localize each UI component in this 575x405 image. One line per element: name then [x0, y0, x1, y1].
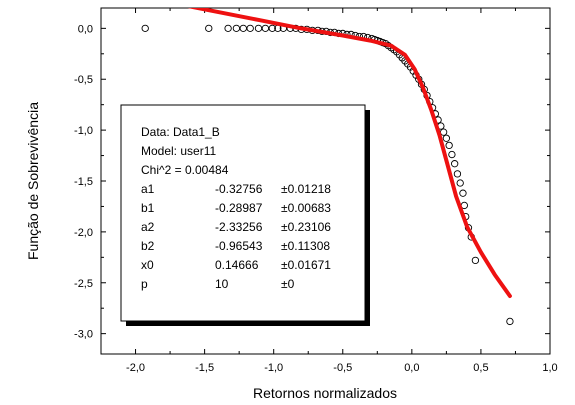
data-point [471, 256, 480, 265]
fit-param-error: ±0.23106 [281, 220, 331, 234]
data-point [268, 24, 276, 33]
fit-param-value: -0.96543 [215, 239, 263, 253]
data-point [442, 134, 451, 142]
data-point [445, 141, 453, 150]
fit-param-value: -0.32756 [215, 182, 263, 196]
x-tick-label: -1,0 [264, 362, 283, 374]
fit-param-error: ±0.11308 [281, 239, 330, 253]
data-point [141, 24, 149, 33]
x-tick-label: 1,0 [542, 362, 557, 374]
data-point [246, 24, 254, 33]
data-point [448, 150, 456, 159]
x-tick-label: 0,0 [404, 362, 419, 374]
fit-param-name: a2 [141, 220, 155, 234]
fit-param-name: x0 [141, 258, 154, 272]
x-tick-label: 0,5 [473, 362, 488, 374]
data-point [453, 170, 462, 178]
data-point [459, 189, 467, 197]
fit-param-name: Model: user11 [141, 144, 216, 158]
y-tick-label: -2,0 [74, 227, 93, 239]
data-point [232, 24, 241, 33]
fit-param-error: ±0 [281, 277, 295, 291]
fit-param-name: a1 [141, 182, 155, 196]
fit-param-error: ±0.01218 [281, 182, 331, 196]
fit-param-error: ±0.01671 [281, 258, 331, 272]
x-tick-label: -2,0 [126, 362, 145, 374]
y-tick-label: -0,5 [74, 74, 93, 86]
fit-param-error: ±0.00683 [281, 201, 331, 215]
y-tick-label: -1,0 [74, 125, 93, 137]
fit-parameters-box [120, 104, 366, 322]
data-point [205, 24, 213, 33]
fit-param-value: -2.33256 [215, 220, 263, 234]
data-point [239, 24, 247, 33]
y-tick-label: -3,0 [74, 329, 93, 341]
data-point [224, 24, 232, 33]
fit-param-name: Data: Data1_B [141, 125, 220, 139]
fit-param-name: p [141, 277, 148, 291]
fit-curve [187, 8, 512, 298]
data-point [451, 160, 459, 168]
y-axis-title: Função de Sobrevivência [25, 102, 41, 260]
fit-param-name: b1 [141, 201, 155, 215]
fit-param-name: b2 [141, 239, 155, 253]
fit-param-value: -0.28987 [215, 201, 263, 215]
x-tick-label: -0,5 [333, 362, 352, 374]
fit-param-value: 10 [215, 277, 229, 291]
data-point [506, 317, 514, 326]
data-point [254, 24, 263, 33]
fit-param-name: Chi^2 = 0.00484 [141, 163, 229, 177]
x-tick-label: -1,5 [195, 362, 214, 374]
data-point [456, 179, 464, 187]
fit-param-value: 0.14666 [215, 258, 259, 272]
data-point [439, 128, 448, 136]
x-axis-title: Retornos normalizados [253, 385, 397, 401]
y-tick-label: -2,5 [74, 278, 93, 290]
y-tick-label: -1,5 [74, 176, 93, 188]
data-point [261, 24, 270, 33]
y-tick-label: 0,0 [78, 23, 93, 35]
